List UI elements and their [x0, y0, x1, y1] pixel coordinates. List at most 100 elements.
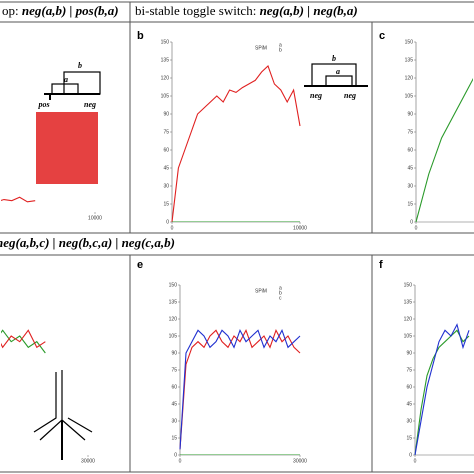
- y-tick-label: 150: [161, 39, 170, 45]
- y-tick-label: 60: [163, 147, 169, 153]
- diagram-label: a: [336, 67, 340, 76]
- y-tick-label: 45: [407, 165, 413, 171]
- panel-label: c: [379, 30, 385, 42]
- header-text: bi-stable toggle switch:: [135, 3, 260, 18]
- diagram-label: neg: [310, 91, 322, 100]
- y-tick-label: 120: [405, 75, 414, 81]
- y-tick-label: 135: [169, 299, 178, 305]
- y-tick-label: 90: [407, 111, 413, 117]
- diagram-label: b: [332, 54, 336, 63]
- series-line: [1, 329, 46, 349]
- diagram-a: [44, 71, 101, 100]
- y-tick-label: 150: [405, 39, 414, 45]
- y-tick-label: 90: [406, 350, 412, 356]
- y-tick-label: 45: [163, 165, 169, 171]
- legend-entry: b: [279, 290, 282, 296]
- y-tick-label: 15: [406, 435, 412, 441]
- y-tick-label: 0: [410, 219, 413, 225]
- panel-label: f: [379, 259, 383, 271]
- y-tick-label: 60: [171, 384, 177, 390]
- series-group: [171, 65, 301, 222]
- x-tick-label: 10000: [88, 215, 102, 221]
- y-tick-label: 60: [407, 147, 413, 153]
- y-tick-label: 0: [174, 452, 177, 458]
- header-formula: neg(a,b) | pos(b,a): [22, 3, 119, 18]
- series-line: [179, 328, 301, 450]
- y-tick-label: 135: [405, 57, 414, 63]
- y-tick-label: 105: [404, 333, 413, 339]
- diagram-label: pos: [37, 100, 49, 109]
- diagram-d: [33, 370, 93, 460]
- panel: 30000: [1, 329, 95, 464]
- y-tick-label: 15: [171, 435, 177, 441]
- y-tick-label: 30: [171, 418, 177, 424]
- y-tick-label: 120: [404, 316, 413, 322]
- x-tick-label: 30000: [293, 458, 307, 464]
- x-tick-label: 0: [414, 458, 417, 464]
- y-tick-label: 150: [404, 282, 413, 288]
- header: neg(a,b,c) | neg(b,c,a) | neg(c,a,b): [0, 235, 175, 250]
- series-group: [179, 328, 301, 455]
- series-line: [1, 329, 46, 354]
- series-line: [414, 323, 470, 455]
- y-tick-label: 75: [163, 129, 169, 135]
- legend-entry: a: [279, 42, 282, 48]
- y-tick-label: 120: [161, 75, 170, 81]
- y-tick-label: 30: [163, 183, 169, 189]
- y-tick-label: 45: [406, 401, 412, 407]
- y-tick-label: 105: [169, 333, 178, 339]
- y-tick-label: 105: [405, 93, 414, 99]
- series-group: [414, 323, 470, 455]
- diagram-label: neg: [84, 100, 96, 109]
- panel: e 0 15 30 45 60 75 90 105 120 135 150 0 30000 SPiM abc: [137, 259, 307, 464]
- y-tick-label: 90: [171, 350, 177, 356]
- panel: f 0 15 30 45 60 75 90 105 120 135 150 0: [379, 259, 474, 464]
- series-group: [1, 196, 36, 203]
- y-tick-label: 150: [169, 282, 178, 288]
- panel: 10000: [1, 196, 102, 221]
- legend-entry: a: [279, 285, 282, 291]
- y-tick-label: 135: [161, 57, 170, 63]
- y-tick-label: 120: [169, 316, 178, 322]
- header-formula: neg(a,b) | neg(b,a): [260, 3, 358, 18]
- x-tick-label: 0: [171, 225, 174, 231]
- series-group: [1, 329, 46, 354]
- x-tick-label: 0: [415, 225, 418, 231]
- diagram-label: neg: [344, 91, 356, 100]
- legend-title: SPiM: [255, 45, 267, 51]
- y-tick-label: 15: [407, 201, 413, 207]
- series-line: [171, 65, 301, 222]
- y-tick-label: 75: [406, 367, 412, 373]
- y-tick-label: 135: [404, 299, 413, 305]
- x-tick-label: 30000: [81, 458, 95, 464]
- x-tick-label: 0: [179, 458, 182, 464]
- y-tick-label: 75: [171, 367, 177, 373]
- y-tick-label: 30: [407, 183, 413, 189]
- diagram-b: [304, 63, 368, 87]
- diagram-label: a: [64, 75, 68, 84]
- panel: c 0 15 30 45 60 75 90 105 120 135 150 0: [379, 30, 474, 231]
- header: op: neg(a,b) | pos(b,a): [2, 3, 119, 18]
- y-tick-label: 15: [163, 201, 169, 207]
- y-tick-label: 105: [161, 93, 170, 99]
- series-group: [415, 77, 473, 222]
- series-line: [179, 328, 301, 450]
- series-line: [1, 196, 36, 203]
- legend-title: SPiM: [255, 288, 267, 294]
- inset-noise: [36, 112, 98, 184]
- legend-entry: c: [279, 295, 282, 301]
- header: bi-stable toggle switch: neg(a,b) | neg(…: [135, 3, 358, 18]
- legend-entry: b: [279, 47, 282, 53]
- y-tick-label: 0: [409, 452, 412, 458]
- y-tick-label: 30: [406, 418, 412, 424]
- series-line: [415, 77, 473, 222]
- y-tick-label: 60: [406, 384, 412, 390]
- y-tick-label: 45: [171, 401, 177, 407]
- x-tick-label: 10000: [293, 225, 307, 231]
- panel-label: b: [137, 30, 144, 42]
- header-text: op:: [2, 3, 22, 18]
